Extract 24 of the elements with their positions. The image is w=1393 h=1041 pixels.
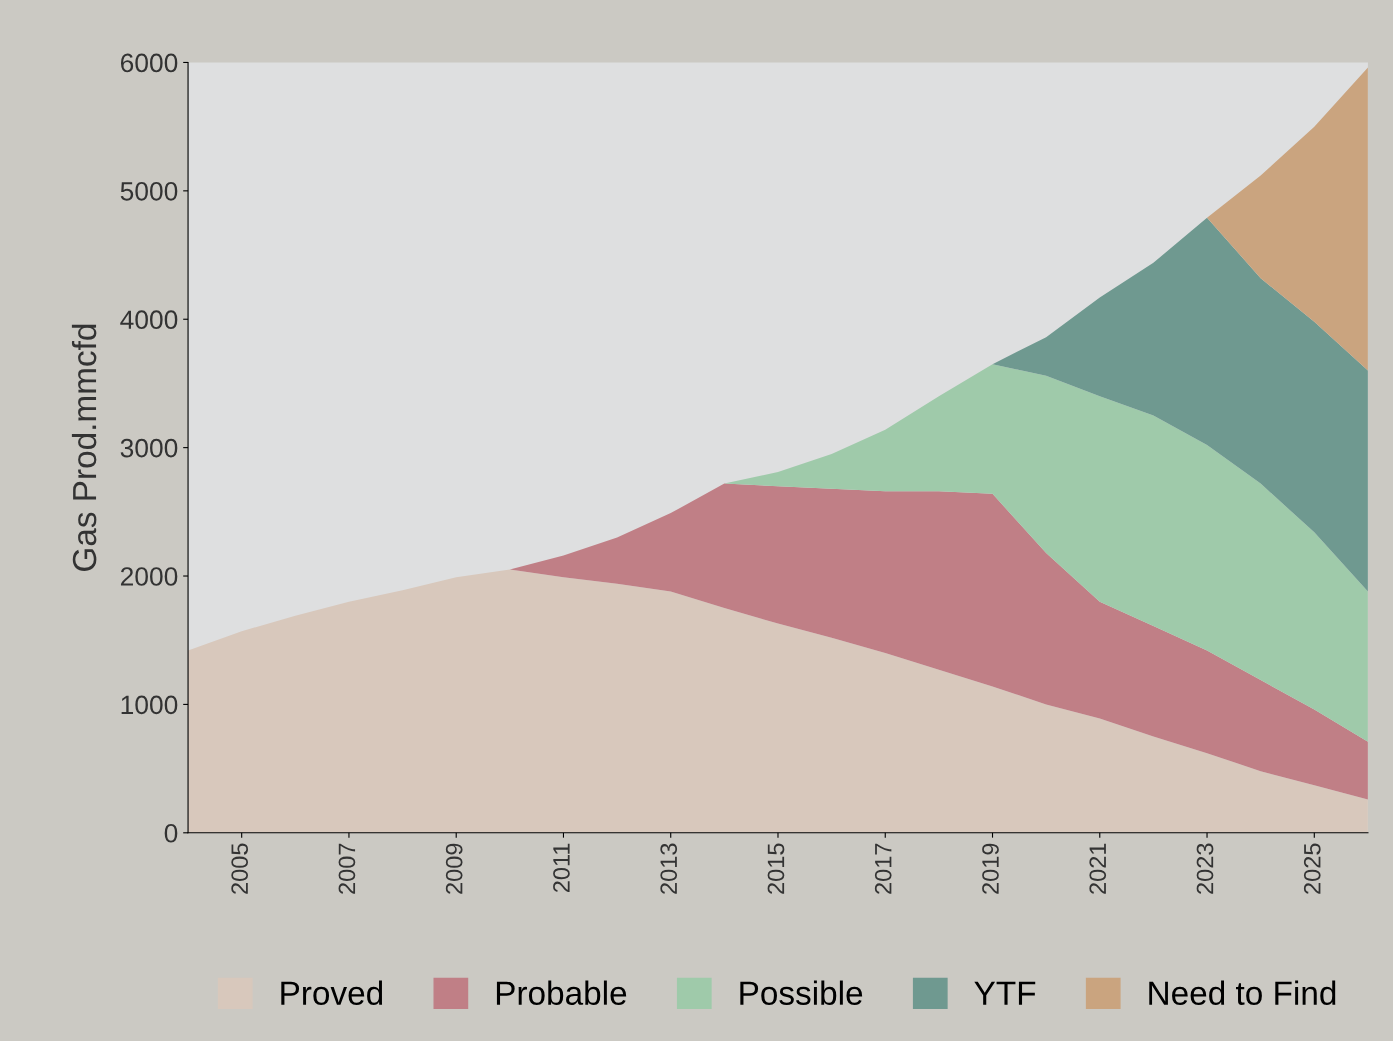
x-tick-label: 2013 [660, 843, 678, 894]
x-tick-label: 2005 [231, 843, 249, 894]
legend-label: Probable [496, 980, 627, 1006]
legend-label: Need to Find [1149, 980, 1336, 1006]
x-tick-label: 2017 [874, 843, 892, 894]
y-tick-label: 0 [164, 823, 178, 843]
x-tick-label: 2021 [1089, 843, 1107, 894]
y-tick-label: 5000 [120, 181, 178, 201]
x-tick-label: 2025 [1303, 843, 1321, 894]
x-tick-label: 2009 [445, 843, 463, 894]
x-tick-label: 2019 [982, 843, 999, 894]
y-tick-label: 6000 [120, 53, 178, 73]
y-tick-label: 4000 [120, 310, 178, 330]
legend-label: Possible [740, 980, 863, 1006]
y-tick-label: 3000 [120, 438, 178, 458]
y-axis-title: Gas Prod.mmcfd [71, 324, 97, 571]
legend-label: Proved [281, 980, 383, 1006]
x-tick-label: 2015 [767, 843, 785, 894]
x-tick-label: 2007 [338, 843, 356, 894]
x-tick-label: 2011 [553, 843, 570, 893]
y-tick-label: 1000 [121, 695, 178, 715]
x-tick-label: 2023 [1196, 843, 1214, 894]
legend-label: YTF [974, 981, 1036, 1005]
y-tick-label: 2000 [120, 567, 178, 586]
